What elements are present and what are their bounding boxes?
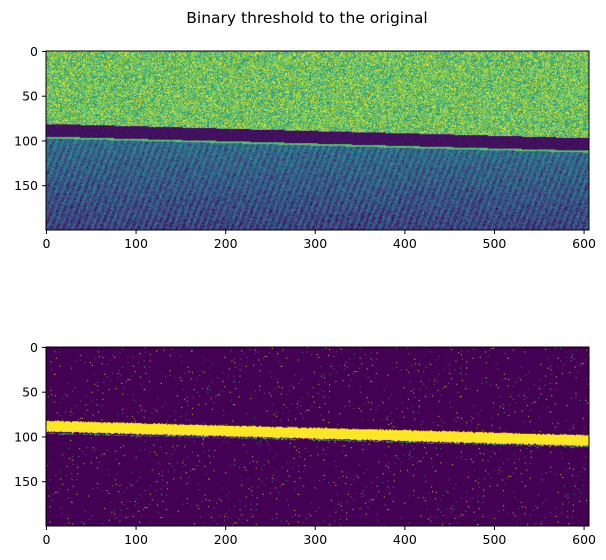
original-xtick-label: 400 <box>393 236 417 251</box>
binary-xtick-label: 100 <box>124 532 148 547</box>
original-xtick-label: 600 <box>572 236 596 251</box>
original-xtick-label: 0 <box>42 236 50 251</box>
binary-xtick-label: 0 <box>42 532 50 547</box>
original-xtick-label: 300 <box>303 236 327 251</box>
binary-ytick-label: 50 <box>22 385 38 400</box>
binary-xtick-label: 400 <box>393 532 417 547</box>
binary-ytick-label: 0 <box>30 340 38 355</box>
binary-heatmap-image <box>46 347 589 526</box>
figure-title: Binary threshold to the original <box>186 9 427 27</box>
original-ytick-label: 100 <box>14 133 38 148</box>
original-xtick-label: 500 <box>483 236 507 251</box>
original-xtick-label: 100 <box>124 236 148 251</box>
original-ytick-label: 0 <box>30 44 38 59</box>
bottom-heatmap-axes: 0 100 200 300 400 500 600 0 50 100 150 <box>14 340 596 547</box>
binary-ytick-label: 150 <box>14 474 38 489</box>
original-heatmap-image <box>46 51 589 230</box>
binary-ytick-label: 100 <box>14 429 38 444</box>
binary-xtick-label: 500 <box>483 532 507 547</box>
original-xtick-label: 200 <box>214 236 238 251</box>
binary-xtick-label: 300 <box>303 532 327 547</box>
binary-xtick-label: 600 <box>572 532 596 547</box>
binary-xtick-label: 200 <box>214 532 238 547</box>
original-ytick-label: 150 <box>14 178 38 193</box>
original-ytick-label: 50 <box>22 89 38 104</box>
top-heatmap-axes: 0 100 200 300 400 500 600 0 50 100 150 <box>14 44 596 251</box>
